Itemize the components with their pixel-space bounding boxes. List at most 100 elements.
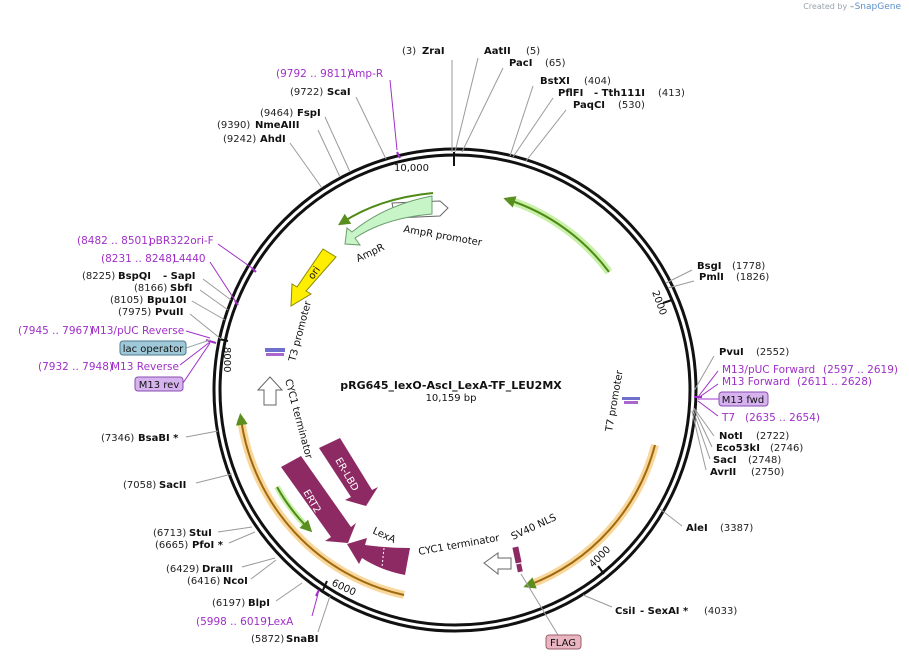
lexa-label: LexA: [371, 526, 398, 546]
primer-l4440[interactable]: (8231 .. 8248) L4440: [101, 253, 237, 303]
snapgene-logo-icon: ⌁: [849, 2, 855, 11]
site-pvui-right-name: PvuI: [719, 347, 744, 358]
primer-m13-puc-reverse-range: (7945 .. 7967): [18, 325, 93, 337]
site-bpu10i-name: Bpu10I: [147, 295, 187, 306]
site-stui-pos: (6713): [153, 528, 186, 539]
site-ahdi-pos: (9242): [223, 134, 256, 145]
feature-t7-promoter: T7 promoter: [604, 369, 640, 434]
site-sacii-pos: (7058): [123, 480, 156, 491]
site-saci-right[interactable]: SacI (2748): [692, 409, 781, 466]
site-bspqi[interactable]: (8225) BspQI - SapI: [82, 271, 232, 301]
site-snabi[interactable]: (5872) SnaBI: [251, 595, 331, 645]
site-ncoi-pos: (6416): [187, 576, 220, 587]
feature-t3-promoter: T3 promoter: [265, 299, 314, 364]
site-paqci-pos: (530): [618, 100, 645, 111]
primer-l4440-name: L4440: [173, 253, 206, 265]
primer-pbr322ori-f-range: (8482 .. 8501): [77, 235, 152, 247]
site-bstxi-pos: (404): [584, 76, 611, 87]
site-csii-name: CsiI: [615, 606, 635, 617]
branding-created-by: Created by: [803, 2, 848, 11]
primer-pbr322ori-f-name: pBR322ori-F: [149, 235, 214, 247]
box-flag[interactable]: FLAG: [520, 573, 582, 650]
site-pmli[interactable]: PmlI (1826): [667, 272, 769, 289]
site-pflfi-name: PflFI: [558, 88, 583, 99]
primer-lexa-name: LexA: [268, 616, 294, 628]
plasmid-name: pRG645_lexO-AscI_LexA-TF_LEU2MX: [340, 379, 562, 392]
site-ncoi[interactable]: (6416) NcoI: [187, 559, 277, 587]
site-csii[interactable]: CsiI - SexAI * (4033): [582, 594, 737, 617]
site-stui[interactable]: (6713) StuI: [153, 526, 253, 539]
primer-pbr322ori-f[interactable]: (8482 .. 8501) pBR322ori-F: [77, 235, 253, 269]
primer-lexa[interactable]: (5998 .. 6019) LexA: [196, 593, 319, 628]
site-sacii[interactable]: (7058) SacII: [123, 473, 233, 491]
site-alei[interactable]: AleI (3387): [659, 508, 753, 534]
site-pvui-right[interactable]: PvuI (2552): [693, 347, 789, 392]
box-m13-fwd[interactable]: M13 fwd: [698, 391, 769, 407]
site-sbfi[interactable]: (8166) SbfI: [134, 283, 229, 311]
primer-t7[interactable]: T7 (2635 .. 2654): [697, 400, 820, 424]
site-pvuii[interactable]: (7975) PvuII: [118, 307, 222, 340]
primer-m13-forward[interactable]: M13 Forward (2611 .. 2628): [697, 376, 872, 399]
box-m13-rev[interactable]: M13 rev: [134, 342, 211, 392]
primer-m13-reverse[interactable]: (7932 .. 7948) M13 Reverse: [38, 341, 211, 373]
box-lac-operator[interactable]: lac operator: [119, 339, 211, 356]
primer-m13-puc-forward[interactable]: M13/pUC Forward (2597 .. 2619): [697, 364, 898, 398]
site-nmeaiii[interactable]: (9390) NmeAIII: [217, 120, 341, 178]
site-draiii-pos: (6429): [166, 564, 199, 575]
site-ahdi[interactable]: (9242) AhdI: [223, 134, 323, 189]
site-scai[interactable]: (9722) ScaI: [290, 87, 387, 160]
site-paci-name: PacI: [509, 58, 532, 69]
site-pflfi-pos: (413): [658, 88, 685, 99]
feature-cyc1-terminator-bottom: CYC1 terminator: [418, 533, 512, 576]
backbone-outer: [212, 147, 698, 633]
primer-amp-r-name: Amp-R: [348, 68, 383, 80]
tick-label-8000: 8000: [221, 347, 232, 372]
site-bsabi[interactable]: (7346) BsaBI *: [101, 430, 219, 444]
site-draiii[interactable]: (6429) DraIII: [166, 557, 276, 575]
site-bpu10i-pos: (8105): [110, 295, 143, 306]
site-blpi[interactable]: (6197) BlpI: [212, 582, 303, 609]
cyc1-terminator-bottom-label: CYC1 terminator: [418, 533, 502, 558]
primer-m13-puc-forward-name: M13/pUC Forward: [722, 364, 815, 376]
site-pfoi[interactable]: (6665) PfoI *: [155, 531, 256, 551]
site-zrai-pos: (3): [402, 46, 416, 57]
site-zrai[interactable]: (3) ZraI: [402, 46, 453, 152]
site-bpu10i[interactable]: (8105) Bpu10I: [110, 295, 226, 321]
site-bsgi[interactable]: BsgI (1778): [665, 261, 765, 284]
site-eco53ki-pos: (2746): [770, 443, 803, 454]
site-aatii[interactable]: AatII (5): [454, 46, 540, 153]
site-eco53ki[interactable]: Eco53kI (2746): [693, 408, 803, 454]
site-noti[interactable]: NotI (2722): [693, 407, 789, 442]
ampr-label: AmpR: [355, 242, 387, 265]
cyc1-terminator-left-label: CYC1 terminator: [282, 378, 314, 461]
site-alei-name: AleI: [686, 523, 708, 534]
site-eco53ki-name: Eco53kI: [716, 443, 760, 454]
site-fspi[interactable]: (9464) FspI: [260, 108, 351, 173]
site-paci[interactable]: PacI (65): [461, 58, 566, 153]
primer-amp-r[interactable]: (9792 .. 9811) Amp-R: [276, 68, 398, 151]
site-ahdi-name: AhdI: [260, 134, 286, 145]
backbone-marks: [205, 151, 702, 597]
site-scai-name: ScaI: [327, 87, 351, 98]
site-bspqi-pos: (8225): [82, 271, 115, 282]
feature-cyc1-terminator-left: CYC1 terminator: [256, 376, 314, 461]
site-noti-pos: (2722): [756, 431, 789, 442]
branding-product: SnapGene: [854, 2, 901, 12]
feature-ori: ori: [290, 248, 337, 307]
site-bsgi-name: BsgI: [697, 261, 721, 272]
primer-m13-puc-reverse[interactable]: (7945 .. 7967) M13/pUC Reverse: [18, 325, 211, 339]
site-pflfi[interactable]: PflFI - Tth111I (413): [512, 88, 685, 158]
primer-m13-reverse-range: (7932 .. 7948): [38, 361, 113, 373]
site-pmli-pos: (1826): [736, 272, 769, 283]
tick-marks: [218, 152, 673, 591]
site-avrii[interactable]: AvrII (2750): [691, 410, 784, 478]
primer-t7-name: T7: [721, 412, 735, 424]
site-bstxi[interactable]: BstXI (404): [509, 76, 611, 157]
site-paqci[interactable]: PaqCI (530): [525, 100, 645, 162]
primer-m13-puc-forward-range: (2597 .. 2619): [823, 364, 898, 376]
site-pflfi-name2: - Tth111I: [594, 88, 645, 99]
site-bspqi-name: BspQI: [118, 271, 151, 282]
box-m13-rev-label: M13 rev: [139, 380, 180, 391]
site-draiii-name: DraIII: [202, 564, 233, 575]
site-blpi-pos: (6197): [212, 598, 245, 609]
